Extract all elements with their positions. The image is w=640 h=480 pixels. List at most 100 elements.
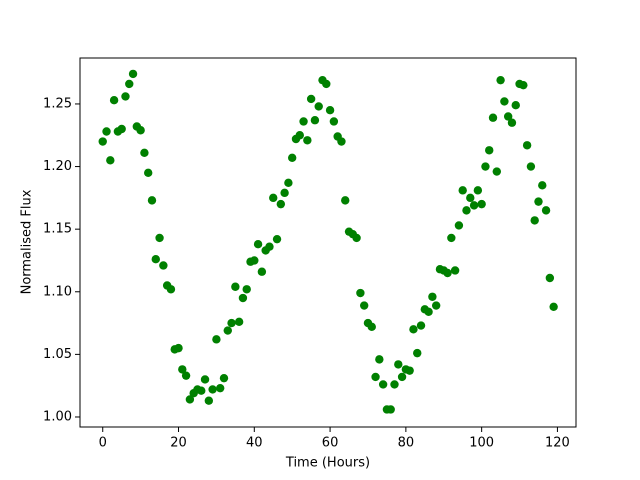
point (352, 233, 361, 243)
point (166, 285, 176, 294)
point (200, 375, 210, 384)
point (454, 221, 464, 230)
point (204, 396, 214, 405)
point (159, 261, 168, 270)
x-axis-label: Time (Hours) (285, 456, 370, 471)
point (500, 97, 509, 106)
point (443, 268, 452, 278)
point (526, 162, 536, 171)
x-tick-label: 60 (322, 436, 339, 451)
point (106, 156, 115, 165)
point (257, 267, 267, 276)
point (341, 196, 350, 205)
point (375, 355, 384, 364)
point (329, 117, 339, 126)
point (265, 242, 274, 251)
point (136, 126, 145, 135)
point (238, 293, 248, 303)
point (337, 137, 346, 146)
point (223, 326, 232, 335)
point (378, 380, 388, 389)
y-axis-label: Normalised Flux (20, 189, 35, 294)
x-tick-label: 100 (469, 436, 494, 451)
point (306, 94, 316, 104)
point (178, 365, 187, 374)
y-tick-label: 1.15 (43, 222, 72, 237)
point (359, 301, 369, 310)
point (485, 146, 494, 155)
point (144, 168, 153, 178)
point (276, 199, 286, 209)
x-tick-label: 20 (170, 436, 187, 451)
point (284, 178, 293, 188)
point (181, 371, 191, 380)
y-tick-label: 1.20 (43, 159, 72, 174)
point (477, 199, 486, 209)
point (481, 162, 490, 171)
point (140, 148, 149, 157)
point (549, 302, 558, 311)
y-tick-label: 1.00 (43, 409, 72, 424)
point (424, 307, 433, 317)
point (503, 112, 513, 121)
point (299, 117, 308, 126)
point (356, 288, 365, 298)
point (314, 102, 323, 111)
point (151, 255, 160, 264)
point (212, 335, 221, 344)
point (492, 167, 502, 176)
point (295, 131, 304, 140)
point (462, 206, 471, 215)
point (325, 106, 335, 115)
point (102, 127, 111, 136)
y-tick-label: 1.10 (43, 284, 72, 299)
point (416, 321, 426, 330)
plot-frame (79, 57, 577, 428)
point (511, 101, 520, 110)
point (280, 188, 289, 198)
point (253, 239, 263, 249)
point (394, 360, 403, 369)
point (109, 95, 119, 105)
point (147, 196, 157, 205)
point (272, 234, 282, 244)
y-tick-label: 1.05 (43, 347, 72, 362)
point (447, 233, 456, 243)
point (125, 79, 134, 89)
x-tick-label: 40 (246, 436, 263, 451)
x-tick-label: 120 (545, 436, 570, 451)
point (303, 136, 312, 145)
point (545, 273, 555, 283)
point (371, 372, 380, 382)
point (208, 385, 217, 394)
x-tick-label: 0 (99, 436, 107, 451)
point (322, 79, 331, 89)
point (287, 153, 297, 162)
point (431, 301, 441, 310)
y-tick-label: 1.25 (43, 96, 72, 111)
point (413, 348, 422, 358)
point (174, 343, 183, 353)
point (215, 383, 225, 393)
point (469, 201, 479, 210)
point (197, 386, 206, 395)
point (507, 118, 517, 127)
point (428, 292, 437, 301)
point (488, 113, 498, 122)
point (397, 372, 407, 382)
point (367, 322, 376, 332)
point (98, 137, 107, 146)
point (534, 197, 543, 206)
point (458, 186, 467, 195)
point (185, 395, 195, 404)
point (496, 75, 505, 85)
point (242, 285, 251, 294)
point (409, 325, 418, 334)
point (310, 116, 320, 125)
point (405, 366, 414, 375)
point (219, 373, 229, 383)
point (530, 216, 539, 225)
point (450, 266, 460, 275)
